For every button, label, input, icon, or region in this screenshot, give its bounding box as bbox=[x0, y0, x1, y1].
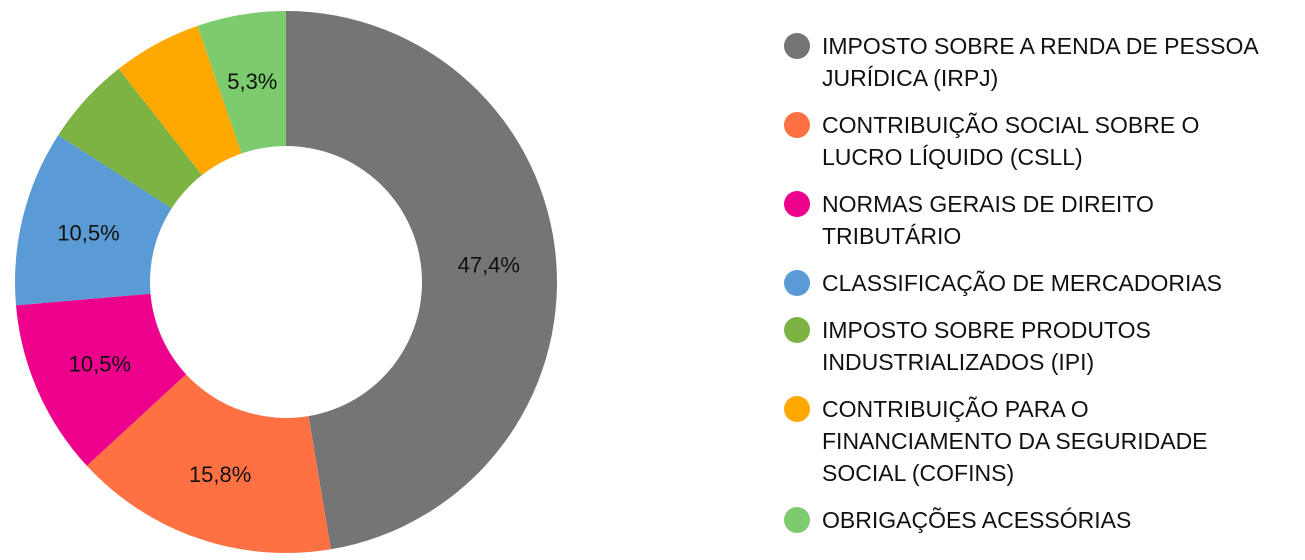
slice-label-normas-gerais-de-direito-tributario: 10,5% bbox=[69, 352, 131, 377]
slice-obrigacoes-acessorias bbox=[197, 11, 286, 154]
legend-label: LUCRO LÍQUIDO (CSLL) bbox=[822, 144, 1083, 170]
slice-contribuicao-para-o-financiamento-da-seguridade-social-cofins bbox=[118, 25, 242, 176]
slice-imposto-sobre-produtos-industrializados-ipi bbox=[58, 68, 203, 209]
legend-label: CONTRIBUIÇÃO SOCIAL SOBRE O bbox=[822, 112, 1199, 138]
legend-item-contribuicao-para-o-financiamento-da-seguridade-social-cofins: CONTRIBUIÇÃO PARA O FINANCIAMENTO DA SEGU… bbox=[784, 396, 1208, 486]
legend-swatch bbox=[784, 507, 810, 533]
legend-swatch bbox=[784, 317, 810, 343]
legend-swatch bbox=[784, 396, 810, 422]
slice-label-contribuicao-social-sobre-o-lucro-liquido-csll: 15,8% bbox=[189, 462, 251, 487]
slice-label-obrigacoes-acessorias: 5,3% bbox=[227, 69, 277, 94]
legend-item-classificacao-de-mercadorias: CLASSIFICAÇÃO DE MERCADORIAS bbox=[784, 270, 1222, 296]
slice-contribuicao-social-sobre-o-lucro-liquido-csll bbox=[86, 374, 331, 553]
legend-label: IMPOSTO SOBRE PRODUTOS bbox=[822, 317, 1151, 343]
slice-label-imposto-sobre-a-renda-de-pessoa-juridica-irpj: 47,4% bbox=[458, 253, 520, 278]
slice-normas-gerais-de-direito-tributario bbox=[16, 293, 187, 466]
legend-label: IMPOSTO SOBRE A RENDA DE PESSOA bbox=[822, 33, 1259, 59]
legend-swatch bbox=[784, 191, 810, 217]
legend-label: INDUSTRIALIZADOS (IPI) bbox=[822, 349, 1094, 375]
legend-label: SOCIAL (COFINS) bbox=[822, 460, 1014, 486]
slice-classificacao-de-mercadorias bbox=[15, 135, 172, 306]
legend-item-imposto-sobre-a-renda-de-pessoa-juridica-irpj: IMPOSTO SOBRE A RENDA DE PESSOA JURÍDICA … bbox=[784, 33, 1259, 91]
legend-swatch bbox=[784, 270, 810, 296]
legend-label: NORMAS GERAIS DE DIREITO bbox=[822, 191, 1154, 217]
slice-label-classificacao-de-mercadorias: 10,5% bbox=[57, 220, 119, 245]
slice-labels: 47,4% 15,8% 10,5% 10,5% 5,3% bbox=[57, 69, 520, 487]
legend: IMPOSTO SOBRE A RENDA DE PESSOA JURÍDICA … bbox=[784, 33, 1259, 533]
legend-item-imposto-sobre-produtos-industrializados-ipi: IMPOSTO SOBRE PRODUTOS INDUSTRIALIZADOS (… bbox=[784, 317, 1151, 375]
legend-label: CONTRIBUIÇÃO PARA O bbox=[822, 396, 1089, 422]
legend-label: OBRIGAÇÕES ACESSÓRIAS bbox=[822, 506, 1131, 533]
slice-imposto-sobre-a-renda-de-pessoa-juridica-irpj bbox=[286, 11, 558, 550]
legend-label: TRIBUTÁRIO bbox=[822, 223, 961, 249]
donut-slices bbox=[15, 11, 558, 553]
legend-swatch bbox=[784, 33, 810, 59]
legend-label: CLASSIFICAÇÃO DE MERCADORIAS bbox=[822, 270, 1222, 296]
legend-label: JURÍDICA (IRPJ) bbox=[822, 65, 998, 91]
legend-swatch bbox=[784, 112, 810, 138]
legend-item-contribuicao-social-sobre-o-lucro-liquido-csll: CONTRIBUIÇÃO SOCIAL SOBRE O LUCRO LÍQUIDO… bbox=[784, 112, 1199, 170]
legend-label: FINANCIAMENTO DA SEGURIDADE bbox=[822, 428, 1208, 454]
legend-item-normas-gerais-de-direito-tributario: NORMAS GERAIS DE DIREITO TRIBUTÁRIO bbox=[784, 191, 1154, 249]
legend-item-obrigacoes-acessorias: OBRIGAÇÕES ACESSÓRIAS bbox=[784, 506, 1131, 533]
